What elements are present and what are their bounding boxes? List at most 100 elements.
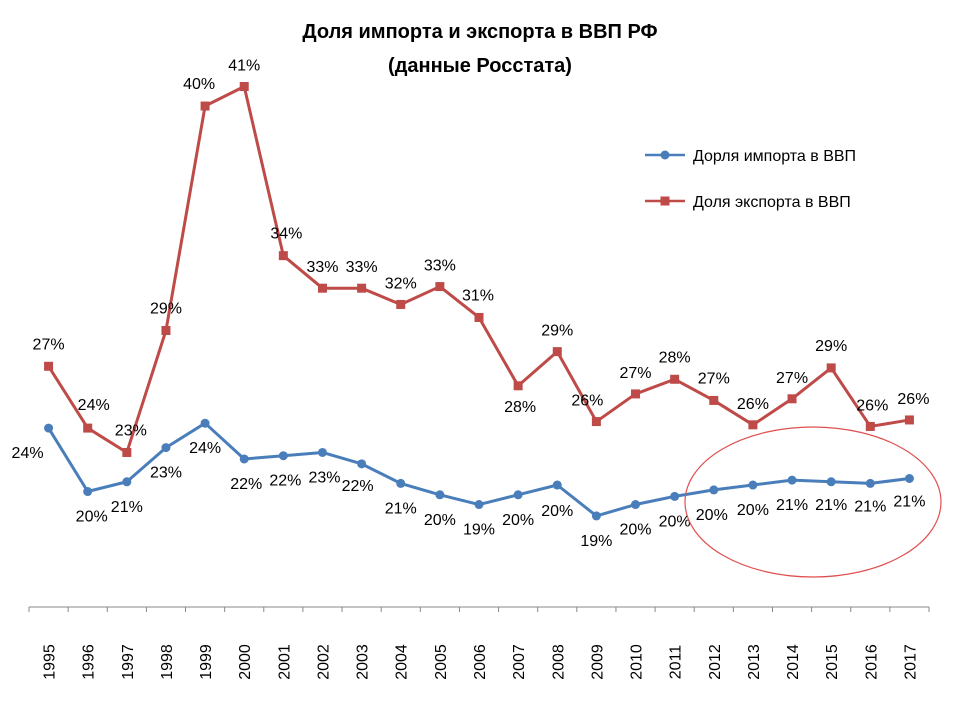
data-label: 19% [580, 533, 612, 550]
data-point [787, 475, 797, 485]
data-label: 23% [308, 469, 340, 486]
legend-label-export: Доля экспорта в ВВП [693, 194, 851, 211]
data-point [200, 101, 210, 111]
x-tick-label: 1995 [42, 644, 59, 680]
data-label: 27% [776, 370, 808, 387]
data-label: 26% [897, 391, 929, 408]
x-tick-labels: 1995 1996 1997 1998 1999 2000 2001 2002 2003 2004… [42, 644, 920, 680]
data-point [278, 451, 288, 461]
legend-marker-import [660, 150, 670, 160]
data-point [748, 480, 758, 490]
x-tick-label: 2007 [511, 644, 528, 680]
data-label: 21% [776, 497, 808, 514]
data-point [44, 423, 54, 433]
data-point [396, 299, 406, 309]
data-label: 27% [620, 365, 652, 382]
data-point [317, 447, 327, 457]
data-point [709, 395, 719, 405]
data-label: 31% [462, 287, 494, 304]
data-label: 19% [463, 522, 495, 539]
series-line-1 [47, 85, 910, 454]
data-label: 29% [150, 300, 182, 317]
data-label: 27% [698, 370, 730, 387]
x-tick-label: 2006 [472, 644, 489, 680]
x-tick-label: 2017 [902, 644, 919, 680]
x-tick-label: 2009 [589, 644, 606, 680]
data-point [435, 490, 445, 500]
data-point [670, 491, 680, 501]
series-markers [44, 82, 914, 521]
data-point [865, 421, 875, 431]
data-label: 28% [504, 399, 536, 416]
legend-marker-export [660, 196, 670, 206]
data-label: 20% [620, 522, 652, 539]
data-label: 21% [854, 498, 886, 515]
data-label: 20% [502, 512, 534, 529]
data-label: 29% [541, 323, 573, 340]
data-point [709, 485, 719, 495]
data-label: 29% [815, 338, 847, 355]
data-label: 20% [76, 509, 108, 526]
data-point [239, 454, 249, 464]
data-point [552, 347, 562, 357]
x-tick-label: 2008 [550, 644, 567, 680]
highlight-ellipse [684, 426, 942, 578]
data-point [278, 251, 288, 261]
data-label: 21% [893, 494, 925, 511]
data-point [357, 459, 367, 469]
data-label: 26% [737, 396, 769, 413]
data-label: 20% [696, 507, 728, 524]
data-label: 27% [33, 336, 65, 353]
legend-item-import: Дорля импорта в ВВП [645, 148, 856, 165]
data-label: 24% [189, 440, 221, 457]
data-point [83, 487, 93, 497]
data-point [904, 415, 914, 425]
data-point [826, 477, 836, 487]
data-point [591, 511, 601, 521]
legend: Дорля импорта в ВВП Доля экспорта в ВВП [645, 148, 856, 211]
data-label: 20% [659, 513, 691, 530]
x-tick-label: 2012 [707, 644, 724, 680]
data-label: 32% [385, 275, 417, 292]
data-label: 21% [815, 497, 847, 514]
data-point [122, 447, 132, 457]
data-label: 34% [270, 226, 302, 243]
data-label: 33% [346, 259, 378, 276]
data-point [396, 478, 406, 488]
legend-label-import: Дорля импорта в ВВП [693, 148, 856, 165]
x-tick-label: 2011 [668, 645, 685, 680]
data-point [591, 417, 601, 427]
data-label: 22% [269, 473, 301, 490]
x-tick-label: 1996 [81, 644, 98, 680]
data-point [357, 283, 367, 293]
data-point [435, 282, 445, 292]
data-label: 33% [306, 259, 338, 276]
data-label: 26% [571, 393, 603, 410]
x-tick-label: 2004 [394, 644, 411, 680]
x-tick-label: 2002 [315, 644, 332, 680]
x-tick-label: 2010 [629, 644, 646, 680]
data-point [44, 361, 54, 371]
data-label: 22% [342, 478, 374, 495]
data-point [631, 500, 641, 510]
x-tick-label: 2001 [276, 644, 293, 680]
chart-subtitle: (данные Росстата) [388, 55, 572, 77]
data-point [474, 500, 484, 510]
x-tick-label: 2015 [824, 644, 841, 680]
axes [28, 606, 930, 612]
data-point [513, 381, 523, 391]
data-point [748, 420, 758, 430]
data-point [513, 490, 523, 500]
data-label: 28% [659, 349, 691, 366]
data-label: 23% [150, 465, 182, 482]
data-label: 21% [385, 500, 417, 517]
data-point [631, 389, 641, 399]
data-point [787, 394, 797, 404]
data-point [552, 480, 562, 490]
legend-item-export: Доля экспорта в ВВП [645, 194, 851, 211]
data-label: 41% [228, 58, 260, 75]
data-point [200, 418, 210, 428]
data-point [122, 477, 132, 487]
data-point [865, 478, 875, 488]
